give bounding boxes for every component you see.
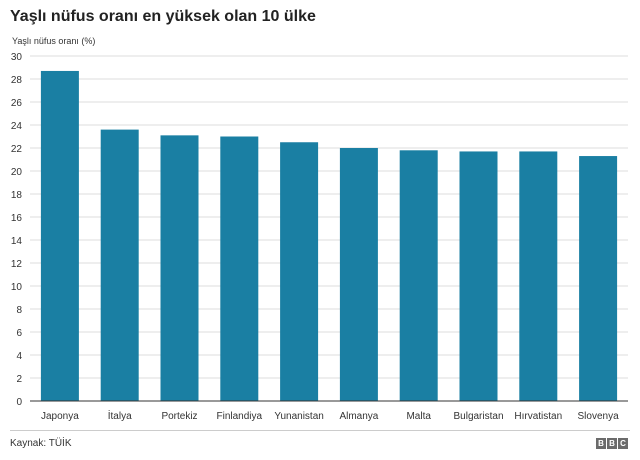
x-tick-label: Japonya — [41, 411, 79, 422]
x-tick-label: Slovenya — [578, 411, 620, 422]
y-tick-label: 8 — [16, 305, 22, 316]
y-tick-label: 20 — [11, 167, 23, 178]
x-tick-label: Yunanistan — [274, 411, 324, 422]
y-tick-label: 22 — [11, 144, 23, 155]
bar — [339, 148, 378, 401]
y-tick-label: 24 — [11, 121, 23, 132]
chart-title: Yaşlı nüfus oranı en yüksek olan 10 ülke — [10, 8, 316, 25]
x-tick-label: Malta — [406, 411, 431, 422]
x-tick-label: İtalya — [108, 409, 132, 422]
x-tick-label: Portekiz — [161, 411, 197, 422]
x-tick-label: Hırvatistan — [514, 411, 562, 422]
bar — [220, 136, 259, 401]
footer-divider — [10, 430, 630, 431]
y-tick-label: 28 — [11, 75, 23, 86]
y-tick-label: 6 — [16, 328, 22, 339]
y-tick-label: 0 — [16, 397, 22, 408]
y-tick-label: 4 — [16, 351, 22, 362]
y-tick-label: 18 — [11, 190, 23, 201]
logo-letter-2: B — [607, 438, 617, 449]
y-tick-label: 16 — [11, 213, 23, 224]
y-tick-label: 10 — [11, 282, 23, 293]
y-tick-label: 30 — [11, 52, 23, 63]
bar — [579, 156, 618, 401]
x-tick-label: Bulgaristan — [453, 411, 503, 422]
y-tick-label: 14 — [11, 236, 23, 247]
bar — [40, 70, 79, 401]
x-tick-label: Finlandiya — [217, 411, 263, 422]
source-note: Kaynak: TÜİK — [10, 438, 72, 449]
y-tick-label: 26 — [11, 98, 23, 109]
bar — [399, 150, 438, 401]
logo-letter-1: B — [596, 438, 606, 449]
logo-letter-3: C — [618, 438, 628, 449]
bar — [160, 135, 199, 401]
bar — [519, 151, 558, 401]
bar — [280, 142, 319, 401]
bar — [100, 129, 139, 401]
x-tick-label: Almanya — [339, 411, 378, 422]
y-tick-label: 2 — [16, 374, 22, 385]
bar — [459, 151, 498, 401]
bbc-logo: B B C — [596, 438, 628, 449]
y-tick-label: 12 — [11, 259, 23, 270]
y-axis-caption: Yaşlı nüfus oranı (%) — [12, 36, 96, 46]
